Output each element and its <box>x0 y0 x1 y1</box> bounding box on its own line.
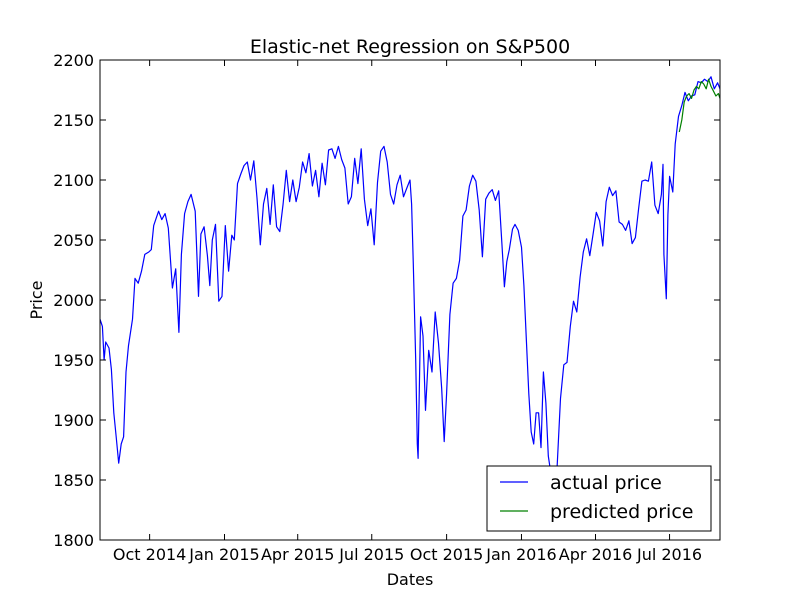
plot-frame <box>99 59 721 541</box>
x-tick-label: Jul 2016 <box>636 545 702 564</box>
legend-label-predicted-price: predicted price <box>550 501 693 523</box>
x-tick-label: Jan 2015 <box>188 545 259 564</box>
y-tick-label: 1950 <box>53 351 94 370</box>
y-ticks: 1800 1850 1900 1950 2000 2050 2100 2150 2200 <box>53 51 720 550</box>
y-tick-label: 2150 <box>53 111 94 130</box>
series-line-predicted-price <box>678 78 720 133</box>
legend-box <box>486 465 712 532</box>
y-tick-label: 1800 <box>53 531 94 550</box>
legend-label-actual-price: actual price <box>550 472 662 494</box>
y-tick-label: 2050 <box>53 231 94 250</box>
series-line-actual-price <box>100 76 720 506</box>
plot-area <box>100 60 720 540</box>
x-tick-label: Oct 2015 <box>410 545 483 564</box>
x-axis-label: Dates <box>387 570 434 589</box>
series-layer <box>100 76 720 506</box>
x-ticks: Oct 2014 Jan 2015 Apr 2015 Jul 2015 Oct 2015… <box>113 60 702 564</box>
y-tick-label: 1850 <box>53 471 94 490</box>
x-tick-label: Apr 2016 <box>559 545 632 564</box>
x-tick-label: Oct 2014 <box>113 545 186 564</box>
y-tick-label: 2200 <box>53 51 94 70</box>
y-tick-label: 2100 <box>53 171 94 190</box>
legend: actual price predicted price <box>486 465 712 532</box>
x-tick-label: Jan 2016 <box>485 545 556 564</box>
x-tick-label: Jul 2015 <box>338 545 404 564</box>
y-tick-label: 2000 <box>53 291 94 310</box>
y-tick-label: 1900 <box>53 411 94 430</box>
chart-title: Elastic-net Regression on S&P500 <box>250 36 570 58</box>
y-axis-label: Price <box>27 280 46 319</box>
x-tick-label: Apr 2015 <box>261 545 334 564</box>
